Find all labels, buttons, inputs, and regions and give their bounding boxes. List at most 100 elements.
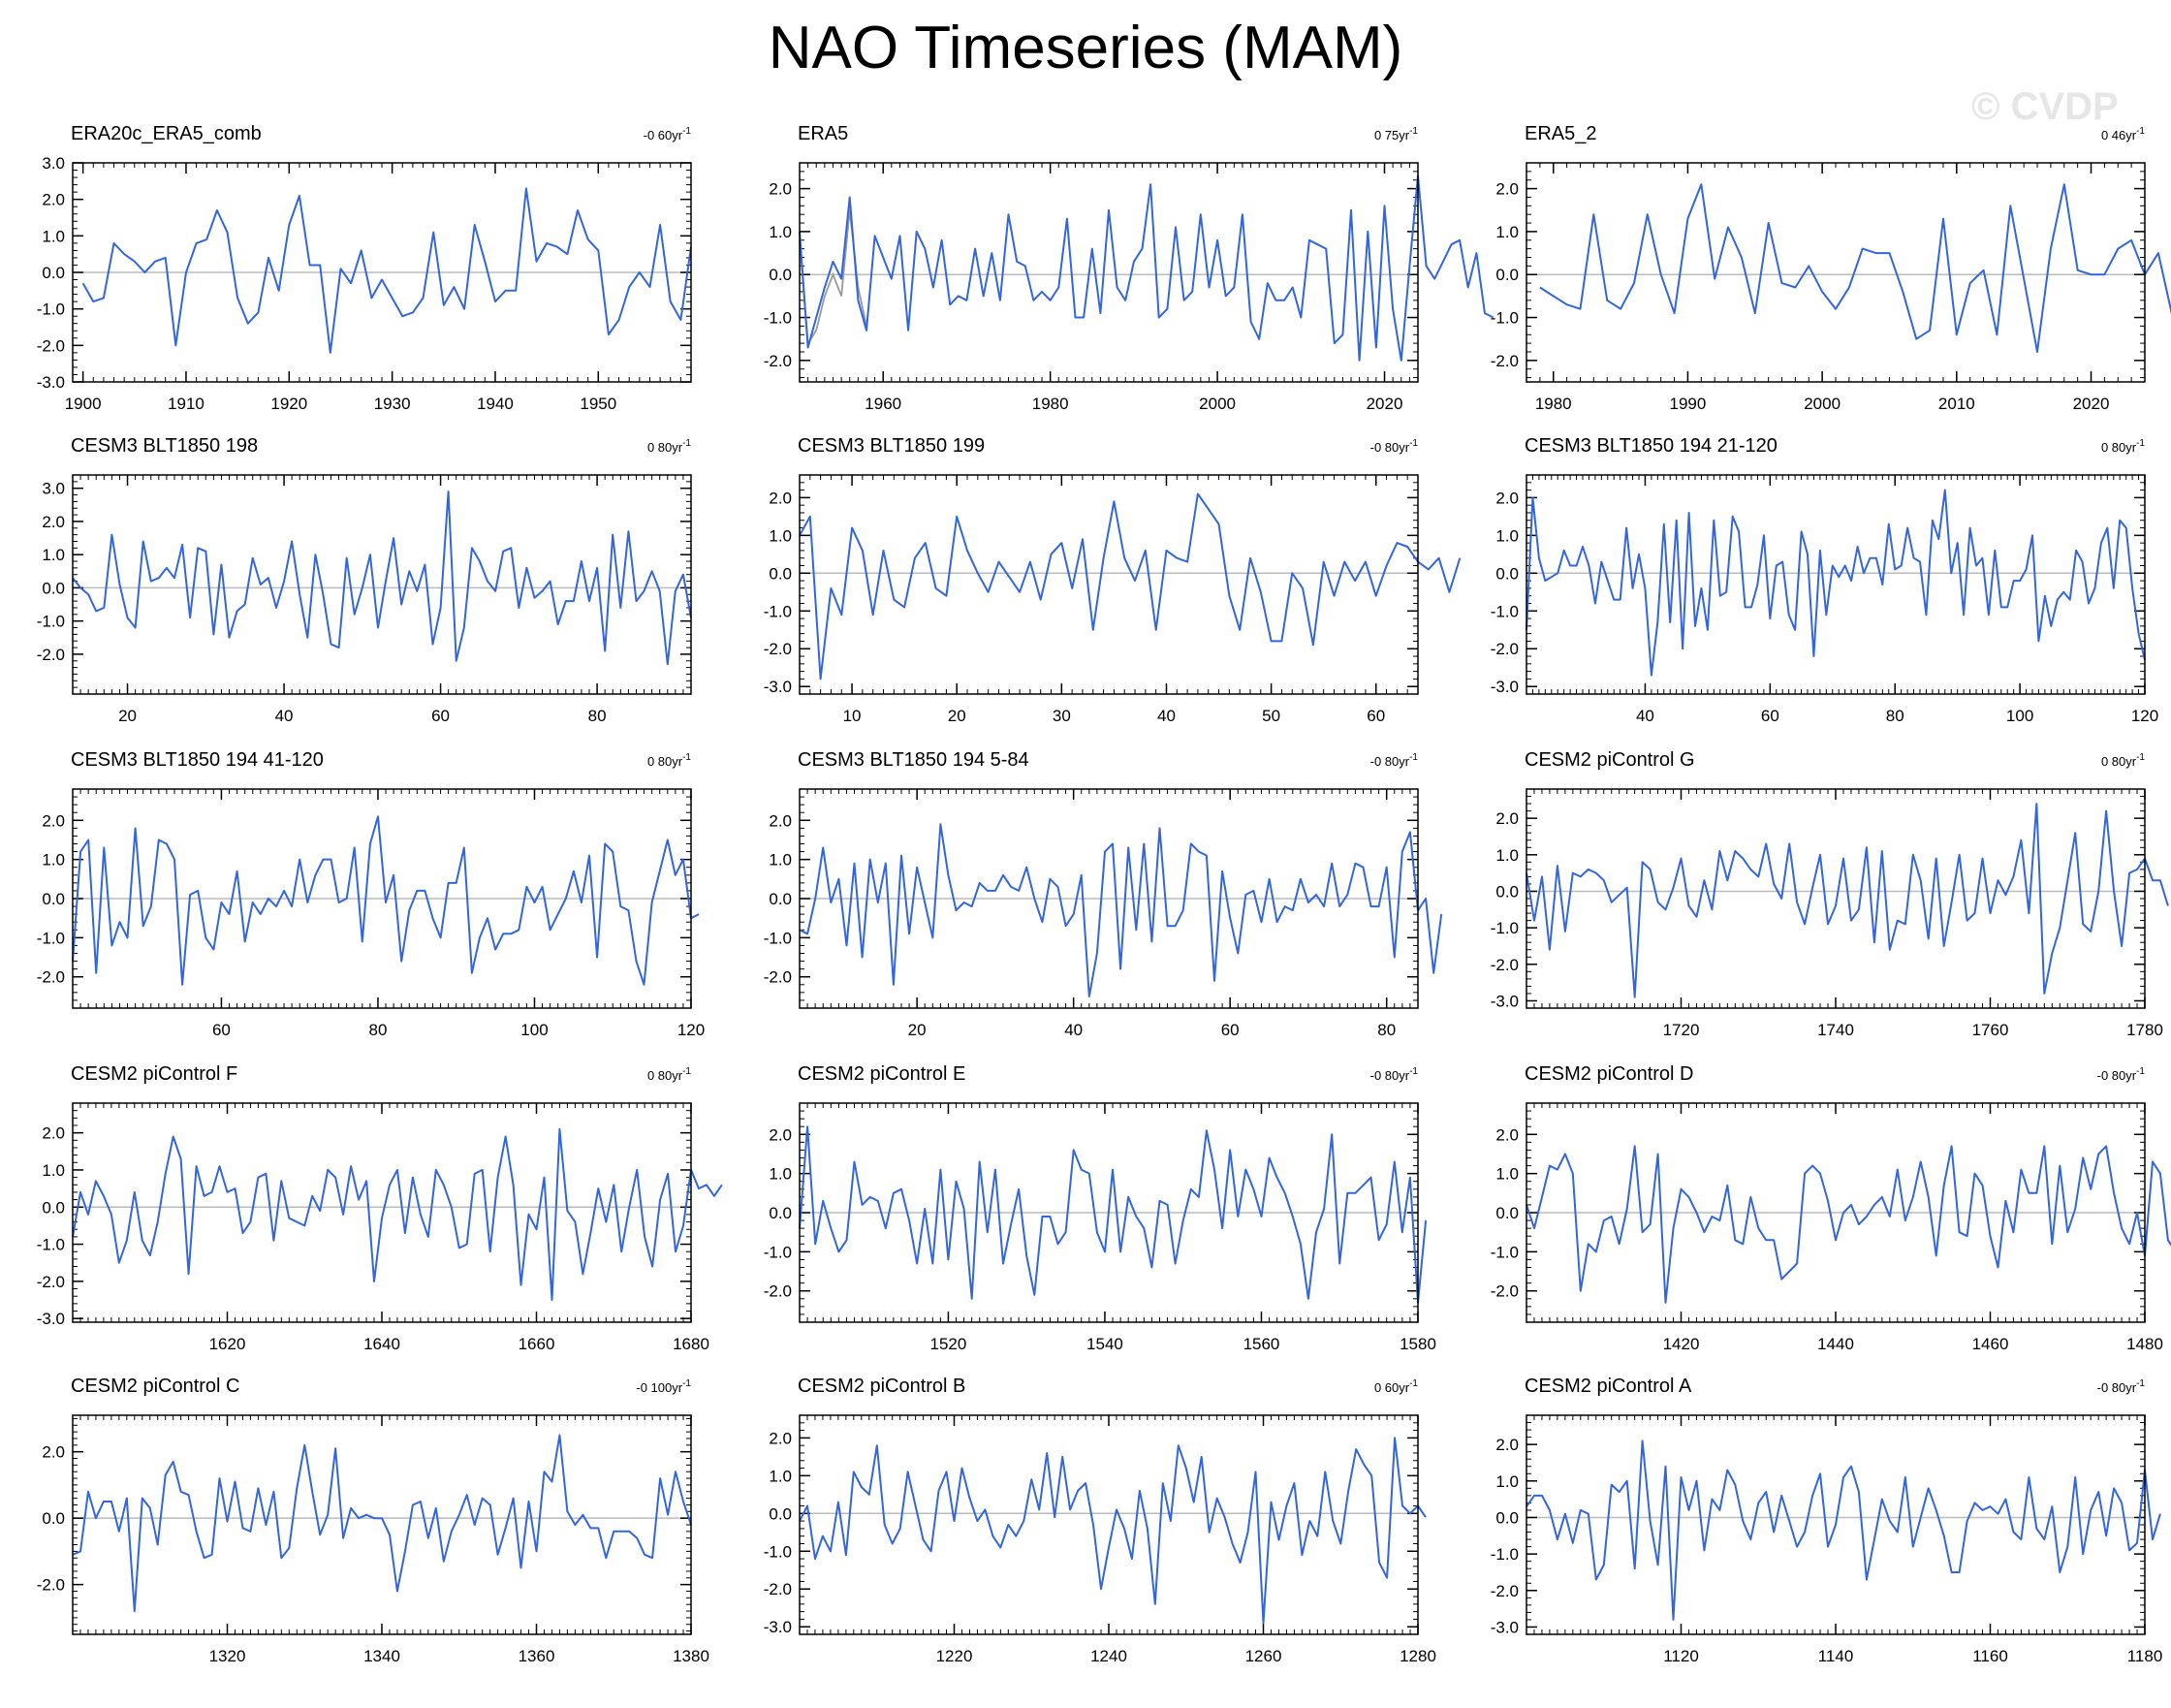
y-tick-label: -1.0 xyxy=(1491,309,1519,328)
x-tick-label: 20 xyxy=(118,707,137,725)
plot-frame xyxy=(799,162,1419,383)
series-line xyxy=(81,187,692,354)
y-tick-label: -2.0 xyxy=(1491,352,1519,370)
y-tick-label: 2.0 xyxy=(42,191,65,209)
x-tick-label: 60 xyxy=(431,707,450,725)
plot-frame xyxy=(1526,1414,2146,1635)
x-tick-label: 2000 xyxy=(1199,395,1236,413)
x-tick-label: 2020 xyxy=(2073,395,2110,413)
x-tick-label: 40 xyxy=(1157,707,1176,725)
panel-title: CESM2 piControl A xyxy=(1525,1376,1692,1397)
y-tick-label: -3.0 xyxy=(1491,1618,1519,1636)
trend-label: -0 80yr-1 xyxy=(1370,438,1419,455)
x-tick-label: 1940 xyxy=(477,395,514,413)
panel-title: ERA5_2 xyxy=(1525,123,1597,144)
x-tick-label: 10 xyxy=(843,707,862,725)
y-tick-label: 1.0 xyxy=(1495,1472,1519,1491)
series-line xyxy=(1526,803,2169,998)
y-tick-label: -2.0 xyxy=(1491,956,1519,974)
series-line xyxy=(1526,489,2146,677)
x-tick-label: 40 xyxy=(275,707,294,725)
trend-label: -0 100yr-1 xyxy=(636,1378,691,1395)
y-tick-label: -2.0 xyxy=(1491,1282,1519,1301)
y-tick-label: 3.0 xyxy=(42,480,65,498)
y-tick-label: -2.0 xyxy=(37,336,65,355)
y-tick-label: -1.0 xyxy=(1491,602,1519,620)
plot-frame xyxy=(72,1102,692,1323)
plot-frame xyxy=(799,1102,1419,1323)
x-tick-label: 20 xyxy=(908,1021,927,1039)
y-tick-label: 1.0 xyxy=(42,227,65,245)
y-tick-label: -3.0 xyxy=(764,1618,792,1636)
y-tick-label: -3.0 xyxy=(37,1310,65,1328)
y-tick-label: -2.0 xyxy=(764,352,792,370)
trend-label: 0 80yr-1 xyxy=(647,752,691,769)
chart-panel-8: CESM3 BLT1850 194 5-84 -0 80yr-1 2.0 1.0 0.0… xyxy=(764,749,1443,1039)
x-tick-label: 1620 xyxy=(209,1335,246,1353)
panel-title: CESM2 piControl B xyxy=(798,1376,965,1397)
y-tick-label: 0.0 xyxy=(769,890,792,908)
x-tick-label: 80 xyxy=(1377,1021,1396,1039)
x-tick-label: 50 xyxy=(1262,707,1280,725)
y-tick-label: -1.0 xyxy=(764,602,792,620)
x-tick-label: 1990 xyxy=(1670,395,1707,413)
series-line xyxy=(799,1125,1428,1304)
trend-label: 0 80yr-1 xyxy=(2101,438,2145,455)
y-tick-label: -2.0 xyxy=(1491,1582,1519,1600)
y-tick-label: -3.0 xyxy=(1491,678,1519,696)
x-tick-label: 1220 xyxy=(936,1647,973,1665)
y-tick-label: -2.0 xyxy=(37,646,65,664)
panel-title: CESM2 piControl E xyxy=(798,1063,965,1085)
y-tick-label: 1.0 xyxy=(42,1161,65,1180)
trend-label: -0 60yr-1 xyxy=(644,126,692,142)
panel-title: CESM2 piControl D xyxy=(1525,1063,1694,1085)
panel-title: CESM2 piControl C xyxy=(71,1376,240,1397)
chart-panel-9: CESM2 piControl G 0 80yr-1 2.0 1.0 0.0 -1.0 -2… xyxy=(1491,749,2169,1039)
x-tick-label: 1320 xyxy=(209,1647,246,1665)
x-tick-label: 100 xyxy=(520,1021,548,1039)
x-tick-label: 1360 xyxy=(519,1647,555,1665)
panel-title: CESM3 BLT1850 194 21-120 xyxy=(1525,435,1778,457)
x-tick-label: 1640 xyxy=(363,1335,400,1353)
panel-title: ERA20c_ERA5_comb xyxy=(71,123,262,144)
plot-frame xyxy=(72,1414,692,1635)
y-tick-label: 2.0 xyxy=(42,513,65,531)
x-tick-label: 1950 xyxy=(580,395,616,413)
y-tick-label: 0.0 xyxy=(42,1509,65,1528)
plot-frame xyxy=(72,474,692,695)
y-tick-label: 1.0 xyxy=(1495,223,1519,241)
y-tick-label: 2.0 xyxy=(1495,180,1519,199)
x-tick-label: 1780 xyxy=(2126,1021,2163,1039)
y-tick-label: 2.0 xyxy=(769,489,792,507)
chart-panel-7: CESM3 BLT1850 194 41-120 0 80yr-1 2.0 1.0 0.… xyxy=(37,749,705,1039)
x-tick-label: 120 xyxy=(677,1021,705,1039)
x-tick-label: 1900 xyxy=(65,395,102,413)
plot-frame xyxy=(72,162,692,383)
x-tick-label: 1480 xyxy=(2126,1335,2163,1353)
series-line xyxy=(799,823,1443,997)
y-tick-label: 0.0 xyxy=(1495,564,1519,583)
x-tick-label: 60 xyxy=(1367,707,1385,725)
chart-panel-14: CESM2 piControl B 0 60yr-1 2.0 1.0 0.0 -1.0 -2… xyxy=(764,1376,1436,1665)
chart-panel-10: CESM2 piControl F 0 80yr-1 2.0 1.0 0.0 -1.0 -2… xyxy=(37,1063,723,1353)
y-tick-label: -2.0 xyxy=(37,968,65,987)
y-tick-label: -2.0 xyxy=(764,1282,792,1301)
y-tick-label: 1.0 xyxy=(769,851,792,870)
trend-label: 0 75yr-1 xyxy=(1374,126,1418,142)
series-line xyxy=(799,492,1462,680)
x-tick-label: 1520 xyxy=(930,1335,967,1353)
x-tick-label: 1960 xyxy=(865,395,901,413)
x-tick-label: 1340 xyxy=(363,1647,400,1665)
x-tick-label: 1910 xyxy=(168,395,205,413)
chart-panel-4: CESM3 BLT1850 198 0 80yr-1 3.0 2.0 1.0 0.0 -1.… xyxy=(37,435,692,725)
y-tick-label: 1.0 xyxy=(769,223,792,241)
x-tick-label: 120 xyxy=(2131,707,2158,725)
panel-title: CESM3 BLT1850 194 41-120 xyxy=(71,749,324,771)
trend-label: -0 80yr-1 xyxy=(1370,752,1419,769)
y-tick-label: 2.0 xyxy=(769,1125,792,1144)
x-tick-label: 1580 xyxy=(1400,1335,1436,1353)
y-tick-label: -1.0 xyxy=(1491,1545,1519,1564)
x-tick-label: 1120 xyxy=(1663,1647,1699,1665)
y-tick-label: -1.0 xyxy=(1491,1243,1519,1261)
chart-panel-2: ERA5 0 75yr-1 2.0 1.0 0.0 -1.0 -2.0 1960 1980 200… xyxy=(764,123,1495,413)
